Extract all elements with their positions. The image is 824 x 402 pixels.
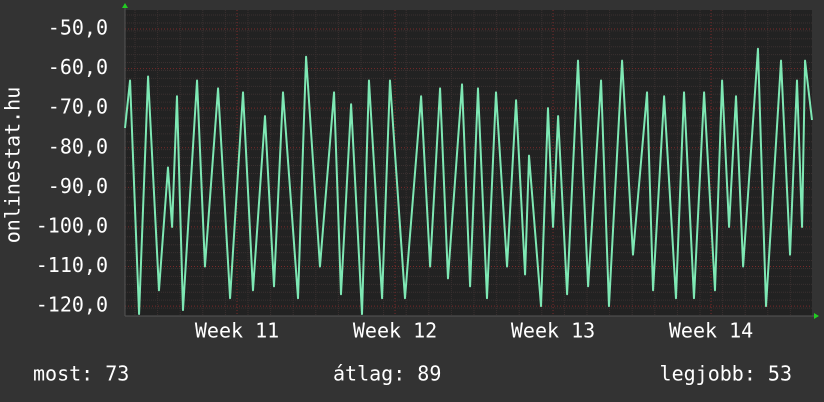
y-tick-label: -100,0	[36, 213, 108, 237]
y-axis-label: onlinestat.hu	[1, 87, 25, 244]
y-tick-label: -90,0	[48, 174, 108, 198]
x-tick-label: Week 12	[353, 319, 437, 343]
footer-stat: legjobb: 53	[660, 362, 792, 386]
footer-stat: átlag: 89	[333, 362, 441, 386]
axis-arrow	[814, 313, 819, 319]
x-tick-label: Week 14	[669, 319, 753, 343]
x-tick-label: Week 13	[511, 319, 595, 343]
axis-arrow	[122, 3, 128, 8]
y-tick-label: -80,0	[48, 134, 108, 158]
x-tick-label: Week 11	[195, 319, 279, 343]
y-tick-label: -60,0	[48, 55, 108, 79]
y-tick-label: -110,0	[36, 253, 108, 277]
data-line	[124, 47, 813, 316]
footer-stat: most: 73	[33, 362, 129, 386]
y-tick-label: -50,0	[48, 16, 108, 40]
y-tick-label: -70,0	[48, 95, 108, 119]
y-tick-label: -120,0	[36, 293, 108, 317]
